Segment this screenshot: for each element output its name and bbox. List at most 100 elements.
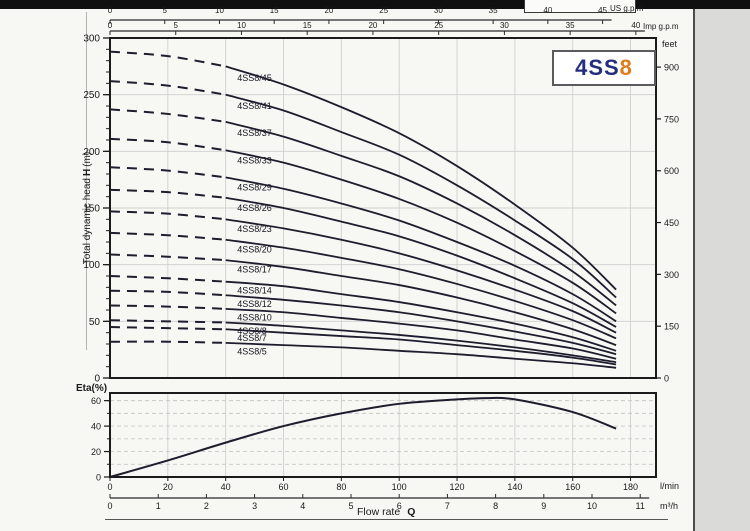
- tick-label: 750: [664, 114, 679, 124]
- feet-axis: 0 150 300 450 600 750 900: [656, 63, 679, 384]
- page-rule-line: [105, 519, 668, 520]
- tick-label: 7: [445, 501, 450, 511]
- tick-label: 10: [215, 6, 224, 15]
- us-gpm-axis: 0 5 10 15 20 25 30 35 40 45: [108, 6, 612, 24]
- head-curve-4SS8/37: [225, 120, 617, 307]
- tick-label: 45: [598, 6, 607, 15]
- head-axis-label-text: Total dynamic head: [82, 178, 93, 265]
- curve-label-4SS8/12: 4SS8/12: [237, 299, 272, 309]
- tick-label: 5: [348, 501, 353, 511]
- eta-axis: 0 20 40 60: [91, 396, 110, 483]
- tick-label: 300: [664, 270, 679, 280]
- head-axis-label: Total dynamic headH(m): [82, 108, 96, 308]
- brand-logo: 4SS 8: [552, 50, 656, 86]
- tick-label: 50: [89, 317, 101, 328]
- tick-label: 140: [507, 482, 522, 492]
- head-curve-dashed-4SS8/45: [109, 50, 226, 68]
- tick-label: 200: [83, 147, 100, 158]
- head-axis-unit: (m): [82, 151, 93, 167]
- tick-label: 2: [204, 501, 209, 511]
- curve-label-4SS8/26: 4SS8/26: [237, 203, 272, 213]
- head-curve-dashed-4SS8/5: [109, 340, 226, 344]
- tick-label: 600: [664, 166, 679, 176]
- head-curve-dashed-4SS8/7: [109, 326, 226, 331]
- head-curve-dashed-4SS8/17: [109, 253, 226, 262]
- m3h-axis-unit: m³/h: [660, 501, 678, 511]
- tick-label: 5: [163, 6, 168, 15]
- curve-label-4SS8/10: 4SS8/10: [237, 313, 272, 323]
- tick-label: 25: [434, 21, 443, 30]
- tick-label: 60: [91, 396, 101, 406]
- head-curve-dashed-4SS8/26: [109, 188, 226, 199]
- head-curve-dashed-4SS8/33: [109, 137, 226, 152]
- tick-label: 120: [450, 482, 465, 492]
- curve-label-4SS8/41: 4SS8/41: [237, 101, 272, 111]
- flow-rate-symbol: Q: [407, 506, 416, 518]
- tick-label: 30: [434, 6, 443, 15]
- head-axis-symbol: H: [82, 168, 93, 177]
- tick-label: 5: [174, 21, 179, 30]
- tick-label: 35: [566, 21, 575, 30]
- tick-label: 6: [397, 501, 402, 511]
- tick-label: 0: [107, 501, 112, 511]
- head-curve-dashed-4SS8/8: [109, 319, 226, 324]
- head-axis: 0 50 100 150 200 250 300: [83, 34, 110, 385]
- head-curve-4SS8/20: [225, 238, 617, 340]
- efficiency-curve: [109, 396, 617, 478]
- head-curve-4SS8/29: [225, 176, 617, 323]
- head-curve-4SS8/7: [225, 328, 617, 366]
- curve-label-4SS8/33: 4SS8/33: [237, 156, 272, 166]
- head-curves: [109, 50, 617, 369]
- tick-label: 40: [631, 21, 640, 30]
- lmin-axis: 0 20 40 60 80 100 120 140 160 180: [107, 477, 638, 492]
- curve-label-4SS8/29: 4SS8/29: [237, 183, 272, 193]
- brand-logo-prefix: 4SS: [575, 55, 620, 80]
- head-curve-dashed-4SS8/10: [109, 304, 226, 310]
- plot-frames: [109, 37, 657, 478]
- curve-label-4SS8/20: 4SS8/20: [237, 244, 272, 254]
- tick-label: 160: [565, 482, 580, 492]
- tick-label: 11: [636, 501, 645, 511]
- head-curve-dashed-4SS8/41: [109, 80, 226, 96]
- imp-gpm-axis: 0 5 10 15 20 25 30 35 40: [108, 21, 645, 35]
- head-curve-dashed-4SS8/20: [109, 231, 226, 241]
- head-curve-4SS8/5: [225, 341, 617, 369]
- tick-label: 0: [94, 374, 100, 385]
- imp-gpm-axis-unit: Imp g.p.m: [643, 22, 679, 31]
- head-curve-dashed-4SS8/23: [109, 210, 226, 221]
- tick-label: 1: [156, 501, 161, 511]
- tick-label: 900: [664, 63, 679, 73]
- tick-label: 0: [664, 374, 669, 384]
- tick-label: 250: [83, 90, 100, 101]
- curve-label-4SS8/5: 4SS8/5: [237, 346, 267, 356]
- tick-label: 35: [489, 6, 498, 15]
- tick-label: 20: [368, 21, 377, 30]
- head-curve-dashed-4SS8/14: [109, 275, 226, 283]
- scan-top-strip: [0, 0, 750, 13]
- curve-label-4SS8/37: 4SS8/37: [237, 128, 272, 138]
- page-edge-shade: [693, 9, 750, 531]
- lmin-axis-unit: l/min: [660, 481, 680, 491]
- tick-label: 0: [96, 473, 101, 483]
- tick-label: 0: [108, 6, 113, 15]
- tick-label: 4: [300, 501, 305, 511]
- tick-label: 9: [541, 501, 546, 511]
- scan-top-notch: [524, 0, 636, 13]
- us-gpm-axis-unit: US g.p.m: [610, 4, 644, 13]
- curve-label-4SS8/45: 4SS8/45: [237, 73, 272, 83]
- tick-label: 0: [108, 21, 113, 30]
- tick-label: 300: [83, 34, 100, 45]
- curve-label-4SS8/14: 4SS8/14: [237, 286, 272, 296]
- tick-label: 150: [83, 204, 100, 215]
- tick-label: 10: [587, 501, 597, 511]
- head-curve-4SS8/33: [225, 149, 617, 315]
- curve-label-4SS8/23: 4SS8/23: [237, 224, 272, 234]
- curve-label-4SS8/17: 4SS8/17: [237, 264, 272, 274]
- tick-label: 15: [270, 6, 279, 15]
- curve-label-4SS8/7: 4SS8/7: [237, 333, 267, 343]
- head-curve-4SS8/45: [225, 65, 617, 291]
- flow-rate-axis-label: Flow rate Q: [357, 506, 415, 518]
- head-curve-dashed-4SS8/12: [109, 289, 226, 297]
- tick-label: 60: [279, 482, 289, 492]
- flow-rate-text: Flow rate: [357, 506, 401, 518]
